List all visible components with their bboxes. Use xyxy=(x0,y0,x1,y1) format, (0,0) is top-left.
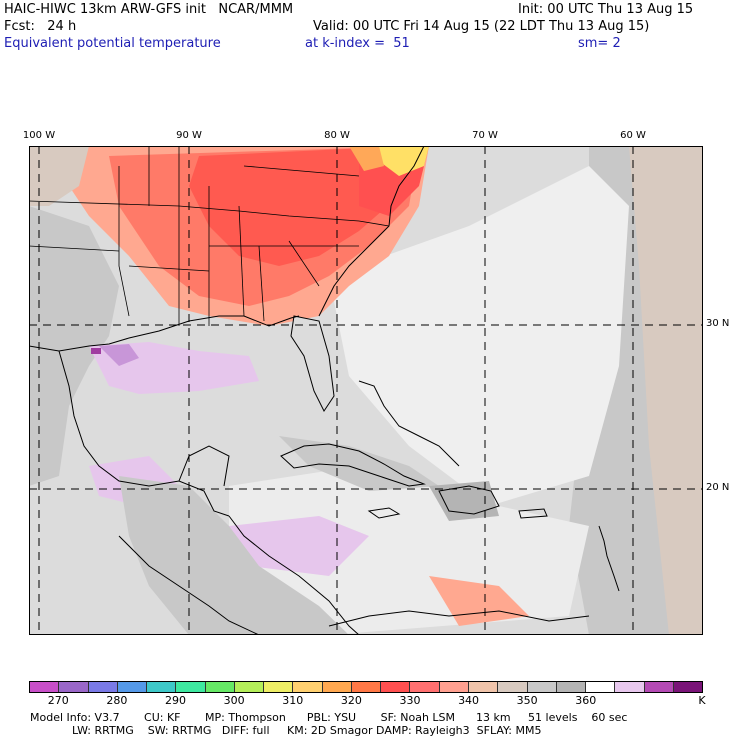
lesser-antilles xyxy=(598,525,620,592)
atlantic-light-region xyxy=(329,166,629,506)
colorbar-swatch-14 xyxy=(439,682,469,692)
field-name: Equivalent potential temperature xyxy=(4,36,221,51)
yucatan-coast xyxy=(178,445,230,487)
lat-label-20n: 20 N xyxy=(706,482,730,493)
level-index: at k-index = 51 xyxy=(305,36,410,51)
model-info-line2: LW: RRTMG SW: RRTMG DIFF: full KM: 2D Sm… xyxy=(30,724,542,737)
colorbar-swatch-2 xyxy=(88,682,118,692)
cuba-gray-band xyxy=(279,436,439,491)
northeast-yellow xyxy=(374,146,429,176)
model-info-line1: Model Info: V3.7 CU: KF MP: Thompson PBL… xyxy=(30,711,628,724)
lon-label-80w: 80 W xyxy=(324,130,350,141)
colorbar-swatch-16 xyxy=(498,682,528,692)
colorbar-swatch-5 xyxy=(176,682,206,692)
colorbar-swatch-19 xyxy=(586,682,616,692)
theta-e-map xyxy=(29,146,703,635)
hispaniola-gray xyxy=(429,481,499,521)
valid-time: Valid: 00 UTC Fri 14 Aug 15 (22 LDT Thu … xyxy=(313,19,650,34)
colorbar-swatch-8 xyxy=(264,682,294,692)
gulf-purple-core xyxy=(99,344,139,366)
lon-label-100w: 100 W xyxy=(22,130,56,141)
sa-salmon-patch xyxy=(429,576,529,626)
colorbar-swatch-3 xyxy=(117,682,148,692)
colorbar-swatch-11 xyxy=(351,682,382,692)
colorbar-swatch-21 xyxy=(644,682,674,692)
florida-peninsula xyxy=(290,315,335,412)
lon-label-90w: 90 W xyxy=(176,130,202,141)
colorbar-swatch-22 xyxy=(673,682,703,692)
colorbar-tick-290: 290 xyxy=(165,694,187,707)
lon-label-60w: 60 W xyxy=(620,130,646,141)
colorbar-swatch-4 xyxy=(147,682,177,692)
colorbar-swatch-17 xyxy=(527,682,557,692)
lon-label-70w: 70 W xyxy=(472,130,498,141)
coastlines xyxy=(29,146,590,635)
colorbar-swatch-20 xyxy=(615,682,645,692)
model-title: HAIC-HIWC 13km ARW-GFS init NCAR/MMM xyxy=(4,2,294,17)
colorbar-tick-330: 330 xyxy=(399,694,421,707)
colorbar-tick-310: 310 xyxy=(282,694,304,707)
colorbar-tick-320: 320 xyxy=(340,694,362,707)
colorbar-tick-360: 360 xyxy=(575,694,597,707)
colorbar-tick-300: 300 xyxy=(223,694,245,707)
hottest-land-region xyxy=(189,146,409,266)
colorbar-swatch-0 xyxy=(30,682,60,692)
colorbar-swatch-6 xyxy=(205,682,235,692)
colorbar-swatch-15 xyxy=(468,682,499,692)
smoothing: sm= 2 xyxy=(578,36,621,51)
jamaica-outline xyxy=(367,507,401,519)
pacific-coast xyxy=(118,535,260,635)
colorbar-swatch-18 xyxy=(556,682,587,692)
texas-gray-region xyxy=(29,206,119,486)
islands xyxy=(280,380,620,592)
colorbar-tick-270: 270 xyxy=(47,694,69,707)
map-frame xyxy=(29,146,703,635)
colorbar-swatch-10 xyxy=(322,682,352,692)
central-america-gray xyxy=(119,476,349,635)
colorbar-swatch-1 xyxy=(59,682,89,692)
mexico-coast xyxy=(58,350,230,517)
forecast-hour: Fcst: 24 h xyxy=(4,19,77,34)
caribbean-purple-patch xyxy=(229,516,369,576)
lat-label-30n: 30 N xyxy=(706,318,730,329)
sa-coast xyxy=(328,610,590,627)
puerto-rico-outline xyxy=(518,508,548,519)
west-tan-region xyxy=(29,146,89,206)
gulf-magenta-spot xyxy=(91,348,101,354)
northeast-orange xyxy=(349,146,384,171)
state-borders xyxy=(29,146,390,326)
colorbar-unit: K xyxy=(698,694,706,707)
colorbar-tick-350: 350 xyxy=(516,694,538,707)
central-america-coast xyxy=(228,515,360,635)
init-time: Init: 00 UTC Thu 13 Aug 15 xyxy=(518,2,694,17)
hispaniola-outline xyxy=(438,485,500,515)
colorbar-swatch-13 xyxy=(410,682,440,692)
colorbar-swatch-12 xyxy=(381,682,411,692)
east-tan-region xyxy=(629,146,703,635)
colorbar-tick-340: 340 xyxy=(458,694,480,707)
colorbar-swatch-7 xyxy=(234,682,265,692)
colorbar xyxy=(29,681,703,693)
colorbar-swatch-9 xyxy=(293,682,323,692)
cuba-outline xyxy=(280,443,426,487)
graticule xyxy=(29,146,703,635)
bahamas-outline xyxy=(358,380,460,467)
colorbar-tick-280: 280 xyxy=(106,694,128,707)
